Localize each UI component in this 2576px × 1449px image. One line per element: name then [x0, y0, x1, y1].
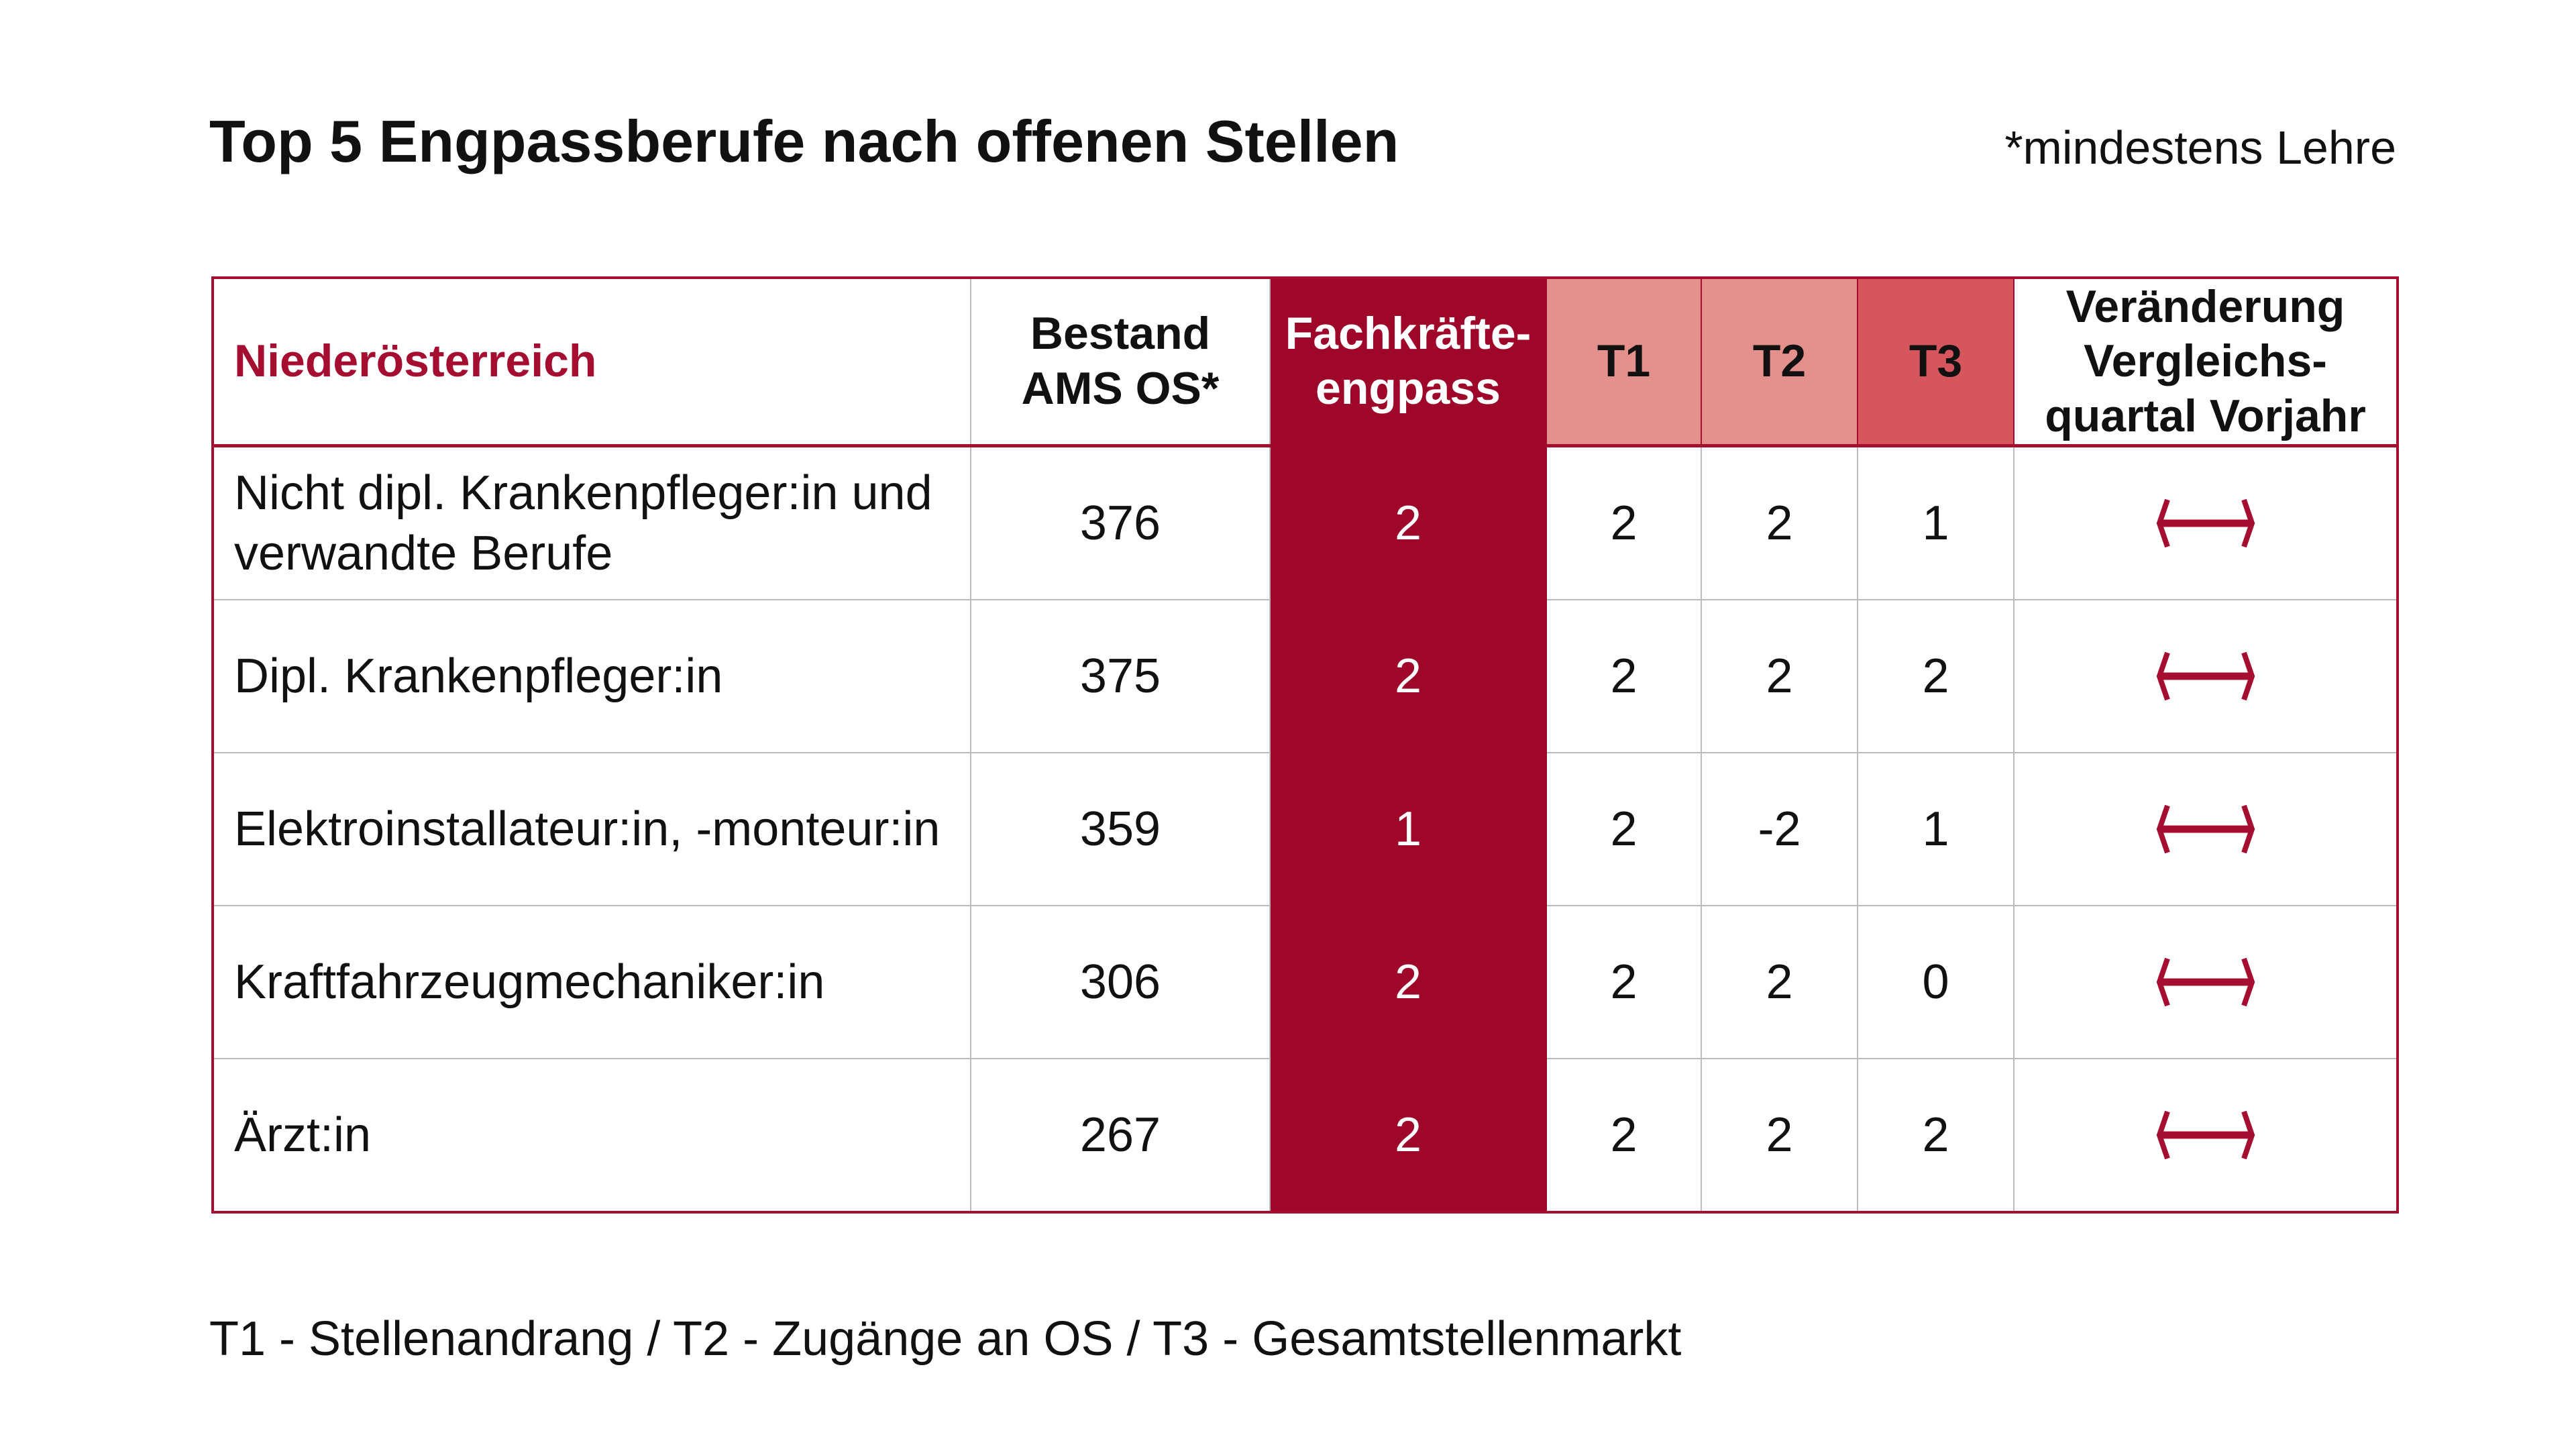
header-t1: T1 [1546, 277, 1702, 447]
table-row: Dipl. Krankenpfleger:in 375 2 2 2 2 [212, 599, 2398, 753]
header-region: Niederösterreich [212, 277, 971, 447]
bottleneck-table: Niederösterreich Bestand AMS OS* Fachkrä… [211, 276, 2399, 1214]
fachkraefteengpass-cell: 1 [1269, 752, 1547, 906]
fachkraefteengpass-cell: 2 [1269, 445, 1547, 600]
unchanged-arrow-icon [2156, 651, 2255, 701]
t3-cell: 2 [1857, 599, 2015, 753]
table-row: Nicht dipl. Krankenpfleger:in und verwan… [212, 445, 2398, 600]
legend-footer: T1 - Stellenandrang / T2 - Zugänge an OS… [209, 1312, 1682, 1366]
table-row: Kraftfahrzeugmechaniker:in 306 2 2 2 0 [212, 905, 2398, 1059]
header-t2: T2 [1701, 277, 1858, 447]
footnote-note: *mindestens Lehre [2004, 121, 2396, 174]
header-t3: T3 [1857, 277, 2015, 447]
t3-cell: 1 [1857, 752, 2015, 906]
unchanged-arrow-icon [2156, 804, 2255, 854]
occupation-cell: Ärzt:in [212, 1058, 971, 1213]
t2-cell: -2 [1701, 752, 1858, 906]
page-title: Top 5 Engpassberufe nach offenen Stellen [209, 108, 1399, 174]
bestand-cell: 306 [970, 905, 1271, 1059]
change-cell [2013, 752, 2398, 906]
header-change: Veränderung Vergleichs-quartal Vorjahr [2013, 277, 2398, 447]
occupation-cell: Kraftfahrzeugmechaniker:in [212, 905, 971, 1059]
t1-cell: 2 [1546, 445, 1702, 600]
table-row: Ärzt:in 267 2 2 2 2 [212, 1058, 2398, 1213]
t3-cell: 1 [1857, 445, 2015, 600]
table-row: Elektroinstallateur:in, -monteur:in 359 1 2… [212, 752, 2398, 906]
t2-cell: 2 [1701, 1058, 1858, 1213]
change-cell [2013, 445, 2398, 600]
bestand-cell: 375 [970, 599, 1271, 753]
header-fachkraefteengpass: Fachkräfte-engpass [1269, 277, 1547, 447]
occupation-cell: Elektroinstallateur:in, -monteur:in [212, 752, 971, 906]
change-cell [2013, 1058, 2398, 1213]
t1-cell: 2 [1546, 752, 1702, 906]
bestand-cell: 359 [970, 752, 1271, 906]
occupation-cell: Nicht dipl. Krankenpfleger:in und verwan… [212, 445, 971, 600]
t2-cell: 2 [1701, 599, 1858, 753]
t1-cell: 2 [1546, 905, 1702, 1059]
t1-cell: 2 [1546, 599, 1702, 753]
fachkraefteengpass-cell: 2 [1269, 1058, 1547, 1213]
header-bestand: Bestand AMS OS* [970, 277, 1271, 447]
unchanged-arrow-icon [2156, 498, 2255, 548]
t2-cell: 2 [1701, 905, 1858, 1059]
bestand-cell: 376 [970, 445, 1271, 600]
unchanged-arrow-icon [2156, 957, 2255, 1007]
change-cell [2013, 905, 2398, 1059]
t3-cell: 0 [1857, 905, 2015, 1059]
t2-cell: 2 [1701, 445, 1858, 600]
fachkraefteengpass-cell: 2 [1269, 905, 1547, 1059]
fachkraefteengpass-cell: 2 [1269, 599, 1547, 753]
occupation-cell: Dipl. Krankenpfleger:in [212, 599, 971, 753]
bestand-cell: 267 [970, 1058, 1271, 1213]
change-cell [2013, 599, 2398, 753]
header-row: Niederösterreich Bestand AMS OS* Fachkrä… [212, 277, 2398, 447]
t3-cell: 2 [1857, 1058, 2015, 1213]
t1-cell: 2 [1546, 1058, 1702, 1213]
unchanged-arrow-icon [2156, 1110, 2255, 1160]
